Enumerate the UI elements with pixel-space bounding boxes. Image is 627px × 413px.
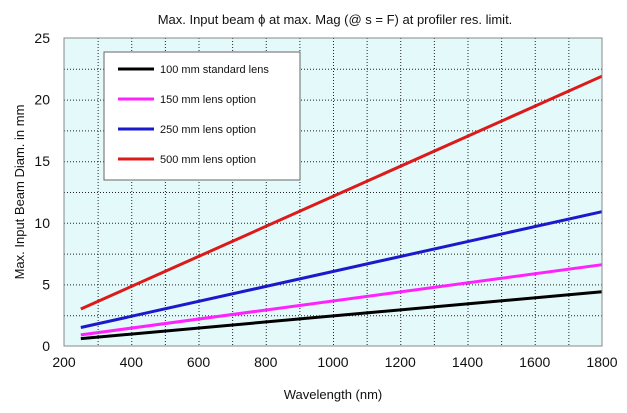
series-line bbox=[80, 210, 603, 329]
legend-label: 150 mm lens option bbox=[160, 94, 256, 106]
y-tick-label: 10 bbox=[34, 215, 50, 231]
x-tick-label: 200 bbox=[52, 354, 76, 370]
series-line bbox=[80, 263, 603, 337]
y-axis-ticks: 0 5 10 15 20 25 bbox=[34, 30, 50, 354]
chart-title: Max. Input beam ϕ at max. Mag (@ s = F) … bbox=[158, 12, 513, 27]
x-tick-label: 1600 bbox=[519, 354, 550, 370]
series-line bbox=[80, 74, 603, 311]
legend: 100 mm standard lens 150 mm lens option 25… bbox=[103, 51, 301, 181]
x-tick-label: 1000 bbox=[317, 354, 348, 370]
legend-label: 500 mm lens option bbox=[160, 154, 256, 166]
x-tick-label: 1400 bbox=[452, 354, 483, 370]
legend-label: 250 mm lens option bbox=[160, 124, 256, 136]
y-tick-label: 25 bbox=[34, 30, 50, 46]
y-tick-label: 5 bbox=[42, 276, 50, 292]
series-layer bbox=[80, 74, 603, 341]
series-line bbox=[80, 290, 603, 341]
x-axis-ticks: 200 400 600 800 1000 1200 1400 1600 1800 bbox=[52, 354, 617, 370]
plot-frame bbox=[63, 37, 603, 347]
y-tick-label: 15 bbox=[34, 153, 50, 169]
y-tick-label: 0 bbox=[42, 338, 50, 354]
x-axis-title: Wavelength (nm) bbox=[284, 387, 383, 402]
x-tick-label: 1200 bbox=[385, 354, 416, 370]
x-tick-label: 1800 bbox=[586, 354, 617, 370]
y-axis-title: Max. Input Beam Diam. in mm bbox=[12, 105, 27, 280]
x-tick-label: 800 bbox=[254, 354, 278, 370]
x-tick-label: 600 bbox=[187, 354, 211, 370]
x-tick-label: 400 bbox=[120, 354, 144, 370]
y-tick-label: 20 bbox=[34, 92, 50, 108]
legend-label: 100 mm standard lens bbox=[160, 64, 269, 76]
